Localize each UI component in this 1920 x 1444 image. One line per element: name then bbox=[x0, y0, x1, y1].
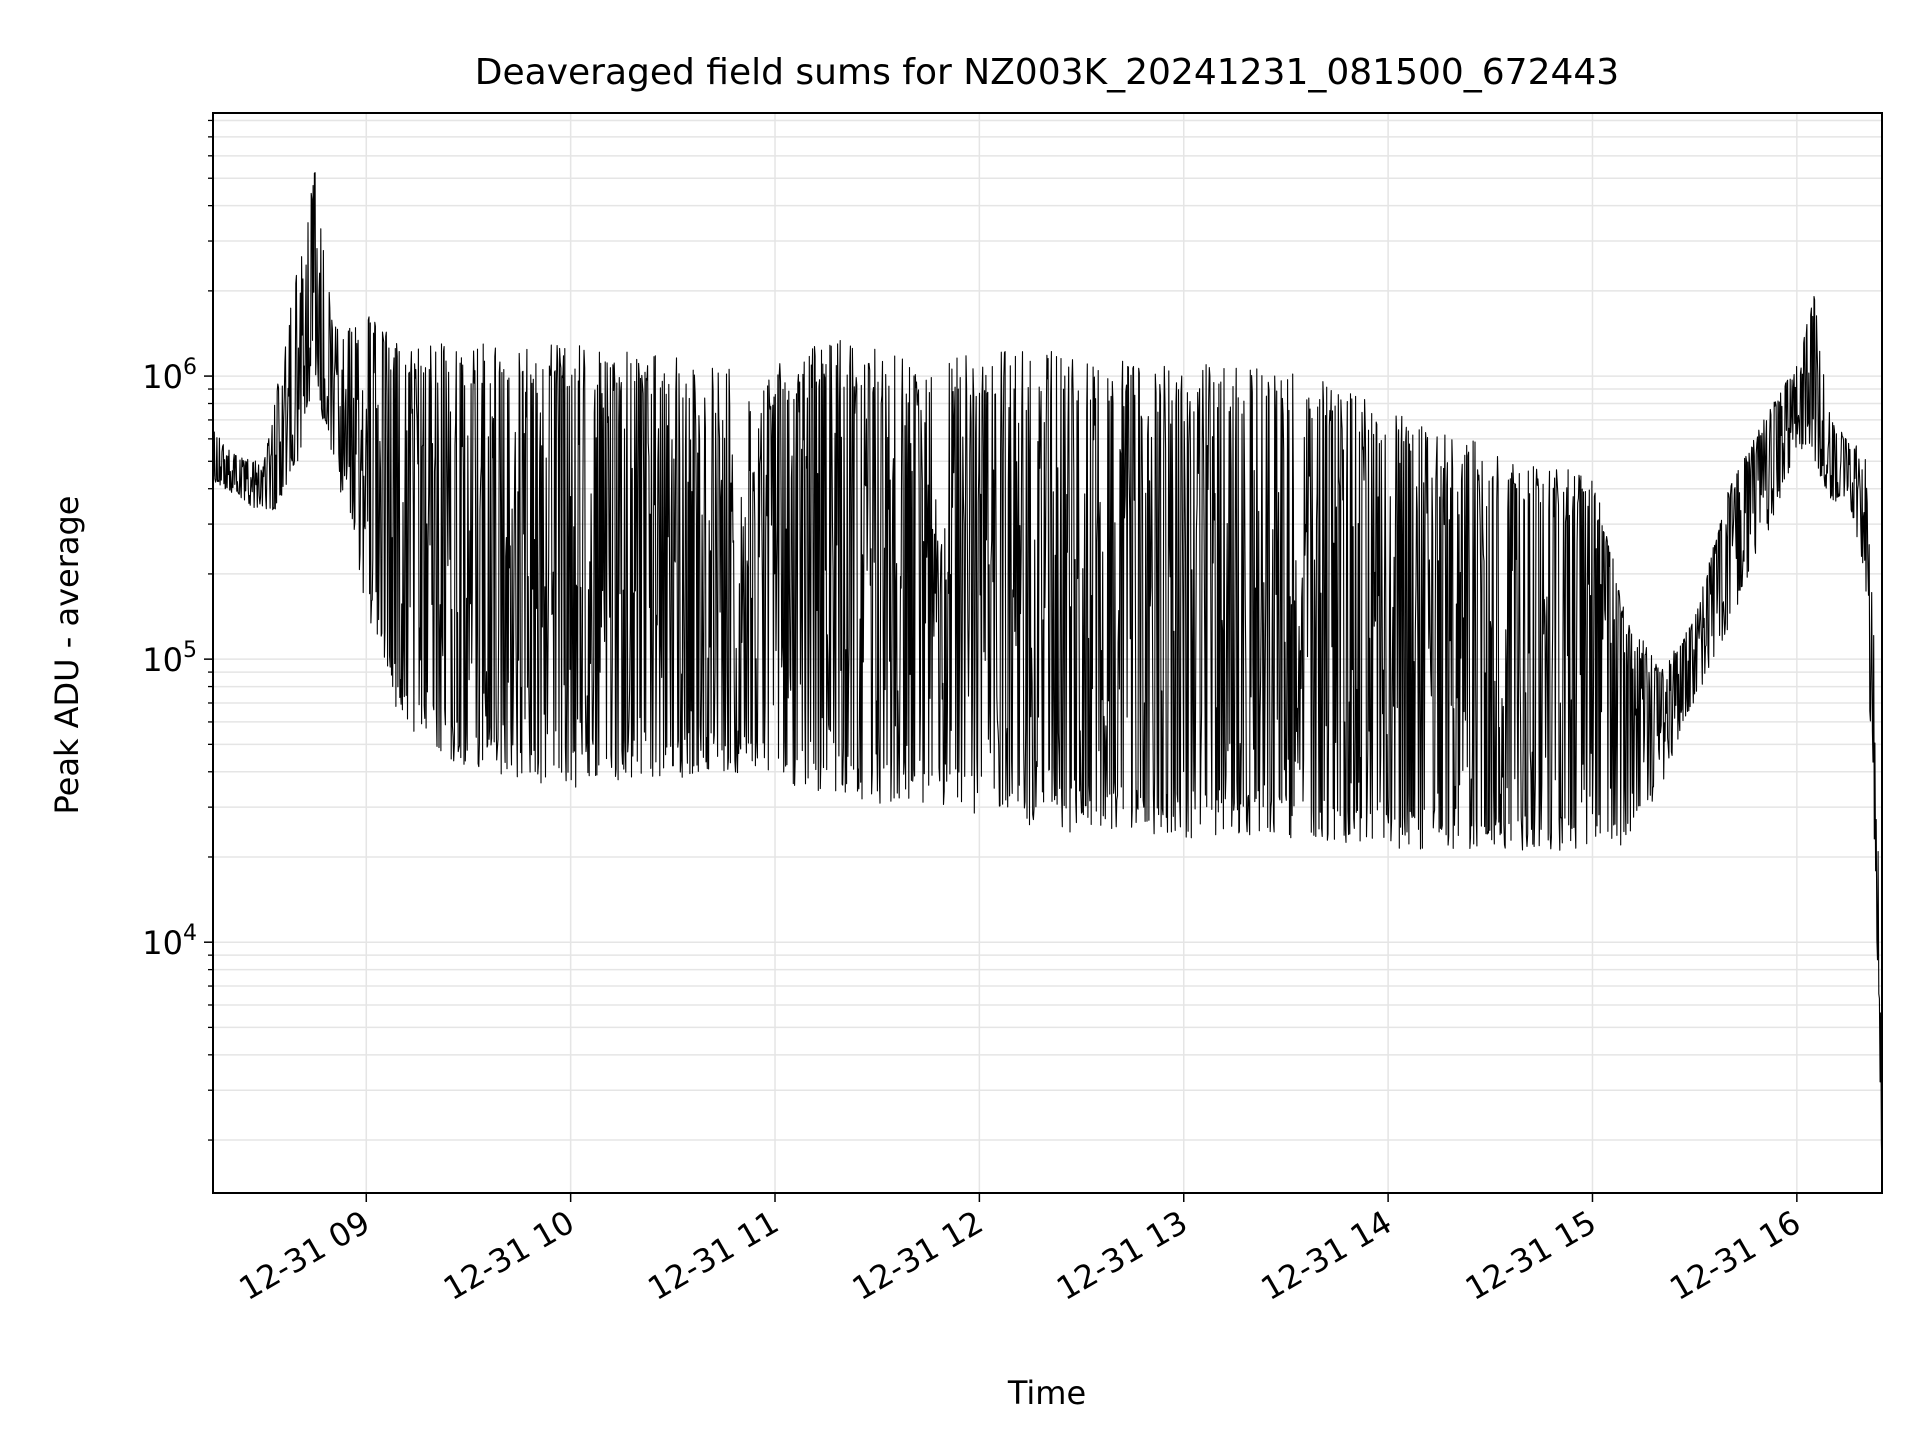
y-tick-base: 10 bbox=[142, 924, 183, 962]
series-line-0 bbox=[212, 172, 1883, 1175]
series-layer bbox=[212, 172, 1883, 1175]
y-tick-label: 104 bbox=[142, 921, 197, 962]
y-tick-exponent: 6 bbox=[183, 355, 197, 380]
y-tick-label: 106 bbox=[142, 355, 197, 396]
y-tick-exponent: 4 bbox=[183, 921, 197, 946]
y-tick-exponent: 5 bbox=[183, 638, 197, 663]
y-tick-label: 105 bbox=[142, 638, 197, 679]
x-axis-label: Time bbox=[1007, 1374, 1086, 1412]
y-tick-base: 10 bbox=[142, 358, 183, 396]
y-axis-label: Peak ADU - average bbox=[48, 496, 86, 815]
y-tick-base: 10 bbox=[142, 641, 183, 679]
plot-frame bbox=[212, 112, 1883, 1194]
chart-title: Deaveraged field sums for NZ003K_2024123… bbox=[475, 52, 1619, 93]
grid bbox=[213, 113, 1882, 1193]
